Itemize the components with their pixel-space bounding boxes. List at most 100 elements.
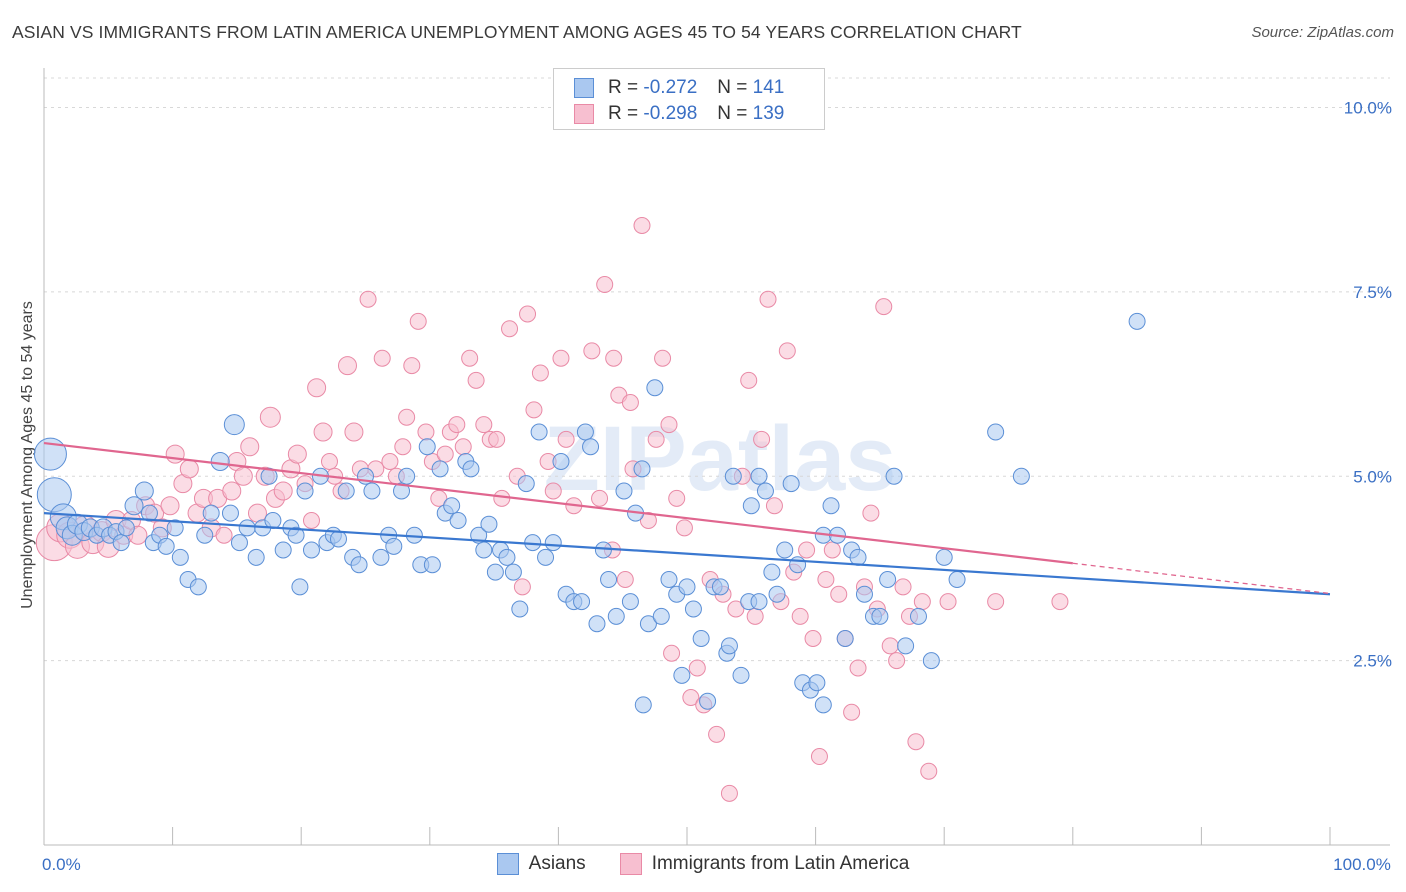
immigrants-point: [987, 593, 1005, 611]
immigrants-point: [817, 571, 835, 588]
immigrants-swatch: [619, 853, 642, 875]
asians-point: [588, 615, 606, 633]
y-tick-label: 5.0%: [1353, 467, 1392, 486]
asians-point: [247, 548, 265, 566]
immigrants-point: [430, 489, 448, 507]
asians-point: [639, 615, 657, 633]
asians-point: [822, 497, 840, 515]
asians-point: [196, 526, 214, 544]
immigrants-point: [804, 630, 822, 647]
immigrants-point: [557, 430, 575, 448]
asians-point: [449, 512, 467, 529]
immigrants-point: [403, 357, 421, 375]
immigrants-point: [359, 290, 377, 308]
asians-point: [885, 467, 903, 485]
asians-point: [660, 571, 678, 588]
immigrants-point: [307, 378, 327, 398]
asians-point: [633, 460, 651, 478]
asians-point: [171, 548, 189, 566]
asians-point: [871, 607, 889, 625]
immigrants-point: [591, 489, 609, 507]
immigrants-point: [552, 349, 570, 367]
series-asians-points: [33, 312, 1146, 714]
immigrants-point: [454, 438, 472, 456]
immigrants-point: [654, 349, 672, 367]
immigrants-point: [409, 312, 427, 330]
immigrants-point: [233, 466, 253, 486]
immigrants-point: [513, 578, 531, 596]
immigrants-point: [394, 438, 412, 456]
asians-point: [756, 482, 774, 500]
asians-point: [789, 556, 807, 574]
asians-point: [117, 519, 135, 537]
asians-point: [855, 585, 873, 603]
asians-point: [223, 414, 245, 436]
asians-point: [836, 630, 854, 647]
gridlines: [44, 77, 1390, 662]
immigrants-point: [881, 637, 899, 655]
asians-point: [537, 548, 555, 566]
immigrants-point: [583, 342, 601, 360]
immigrants-point: [287, 444, 307, 464]
asians-swatch: [496, 853, 519, 875]
immigrants-point: [381, 453, 399, 470]
immigrants-point: [708, 725, 726, 743]
immigrants-point: [467, 371, 485, 389]
asians-point: [814, 696, 832, 714]
asians-point: [552, 453, 570, 470]
immigrants-point: [939, 593, 957, 611]
asians-point: [750, 467, 768, 485]
asians-point: [504, 563, 522, 581]
asians-point: [33, 437, 67, 471]
asians-trend-line: [43, 512, 1331, 596]
n-value: 141: [752, 77, 785, 98]
asians-point: [724, 467, 742, 485]
asians-point: [621, 593, 639, 611]
immigrants-point: [215, 526, 233, 544]
immigrants-point: [519, 305, 537, 323]
immigrants-point: [778, 342, 796, 360]
asians-point: [166, 519, 184, 537]
immigrants-point: [753, 430, 771, 448]
asians-point: [517, 475, 535, 493]
immigrants-point: [461, 349, 479, 367]
asians-point: [711, 578, 729, 596]
immigrants-point: [373, 349, 391, 367]
asians-point: [1012, 467, 1030, 485]
asians-point: [189, 578, 207, 596]
immigrants-point: [791, 607, 809, 625]
immigrants-point: [501, 320, 519, 338]
legend-label: Asians: [528, 853, 586, 874]
y-tick-label: 10.0%: [1344, 99, 1392, 118]
r-value: -0.298: [643, 103, 698, 124]
immigrants-point: [493, 489, 511, 507]
asians-point: [582, 438, 600, 456]
immigrants-point: [913, 593, 931, 611]
immigrants-point: [746, 607, 764, 625]
immigrants-point: [765, 497, 783, 515]
immigrants-point: [165, 444, 185, 464]
asians-point: [443, 497, 461, 515]
asians-point: [157, 537, 175, 555]
immigrants-point: [160, 496, 180, 516]
immigrants-point: [475, 416, 493, 434]
immigrants-point: [663, 644, 681, 662]
legend-row-asians: R = -0.272 N = 141: [574, 76, 784, 100]
asians-point: [498, 548, 516, 566]
legend-label: Immigrants from Latin America: [651, 853, 910, 874]
asians-point: [372, 548, 390, 566]
asians-point: [600, 571, 618, 588]
asians-point: [615, 482, 633, 500]
asians-point: [140, 504, 158, 522]
asians-point: [678, 578, 696, 596]
asians-point: [684, 600, 702, 618]
asians-point: [302, 541, 320, 559]
asians-point: [475, 541, 493, 559]
asians-point: [849, 548, 867, 566]
immigrants-point: [660, 416, 678, 434]
series-immigrants-points: [35, 217, 1069, 802]
immigrants-point: [616, 571, 634, 588]
series-legend: Asians Immigrants from Latin America: [0, 852, 1406, 876]
immigrants-point: [843, 703, 861, 721]
immigrants-point: [417, 423, 435, 441]
